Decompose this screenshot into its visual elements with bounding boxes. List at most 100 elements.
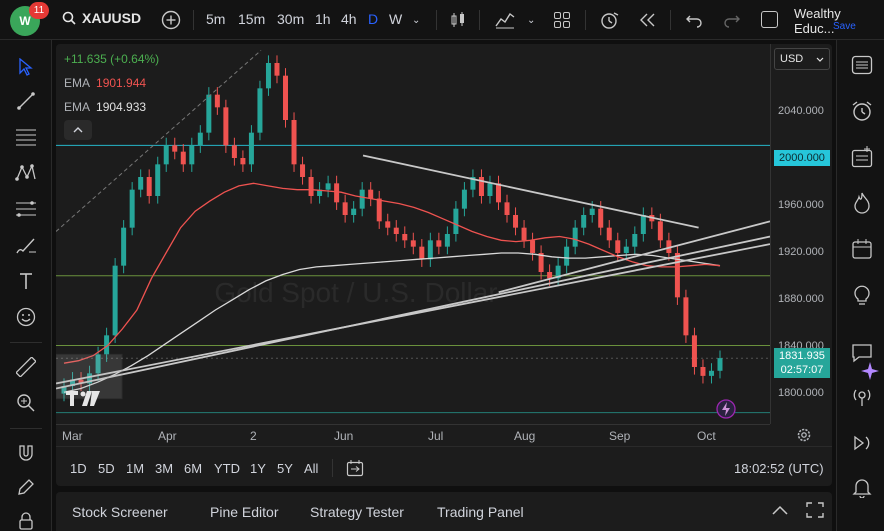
panel-collapse-button[interactable] xyxy=(772,502,788,519)
trendline-tool[interactable] xyxy=(13,88,39,114)
range-1m-button[interactable]: 1M xyxy=(126,461,145,476)
chart-settings-button[interactable] xyxy=(796,427,812,446)
chat-icon xyxy=(852,344,872,363)
calendar-icon xyxy=(852,239,872,259)
timeframe-30m[interactable]: 30m xyxy=(277,11,305,27)
hotlists-button[interactable] xyxy=(849,190,875,216)
candle-body xyxy=(453,208,459,234)
alert-button[interactable] xyxy=(598,9,620,31)
goto-date-button[interactable] xyxy=(346,459,364,482)
brush-tool[interactable] xyxy=(13,232,39,258)
candle-body xyxy=(70,379,76,386)
range-3m-button[interactable]: 3M xyxy=(155,461,174,476)
range-5y-button[interactable]: 5Y xyxy=(277,461,293,476)
lock-drawings-tool[interactable] xyxy=(13,474,39,500)
lock-tool[interactable] xyxy=(13,508,39,531)
forecast-icon xyxy=(16,201,36,217)
chart-pane[interactable]: Gold Spot / U.S. Dollar +11.635 (+0.64%)… xyxy=(56,44,832,486)
candle-body xyxy=(359,189,365,209)
indicators-icon xyxy=(495,12,515,29)
save-link[interactable]: Save xyxy=(833,21,856,32)
undo-button[interactable] xyxy=(683,9,705,31)
legend-collapse-button[interactable] xyxy=(64,120,92,140)
tab-pine-editor[interactable]: Pine Editor xyxy=(210,504,279,520)
chat-button[interactable] xyxy=(849,340,875,366)
right-sidebar xyxy=(836,40,884,531)
prediction-tool[interactable] xyxy=(13,196,39,222)
layouts-button[interactable] xyxy=(551,9,573,31)
currency-select[interactable]: USD xyxy=(774,48,830,70)
alarm-clock-icon xyxy=(601,12,619,29)
timeframe-1h[interactable]: 1h xyxy=(315,11,331,27)
candle-body xyxy=(538,253,544,272)
candle-body xyxy=(180,151,186,165)
symbol-search[interactable]: XAUUSD xyxy=(62,10,141,26)
panel-maximize-button[interactable] xyxy=(806,502,824,522)
indicators-chevron-icon[interactable]: ⌄ xyxy=(527,15,536,26)
timeframe-5m[interactable]: 5m xyxy=(206,11,226,27)
tab-strategy-tester[interactable]: Strategy Tester xyxy=(310,504,404,520)
ema-legend-fast[interactable]: EMA 1901.944 xyxy=(64,76,146,90)
fib-tool[interactable] xyxy=(13,124,39,150)
ema-legend-slow[interactable]: EMA 1904.933 xyxy=(64,100,146,114)
candle-body xyxy=(257,88,263,133)
redo-button[interactable] xyxy=(721,9,743,31)
candle-body xyxy=(61,386,67,394)
time-tick: Mar xyxy=(62,429,83,443)
candle-body xyxy=(325,183,331,190)
layout-select-checkbox[interactable] xyxy=(761,11,778,28)
timeframe-d[interactable]: D xyxy=(368,11,379,27)
price-tick: 1920.000 xyxy=(778,246,824,258)
timeframe-w[interactable]: W xyxy=(389,11,403,27)
range-ytd-button[interactable]: YTD xyxy=(214,461,240,476)
magnet-icon xyxy=(19,445,33,461)
utc-clock[interactable]: 18:02:52 (UTC) xyxy=(734,461,824,476)
streams-button[interactable] xyxy=(849,430,875,456)
layout-name[interactable]: Wealthy Educ... xyxy=(794,6,841,36)
cursor-tool[interactable] xyxy=(13,54,39,80)
candle-body xyxy=(674,253,680,298)
zoom-tool[interactable] xyxy=(13,390,39,416)
candle-body xyxy=(478,177,484,196)
tradingview-logo[interactable] xyxy=(66,390,100,413)
timeframe-4h[interactable]: 4h xyxy=(341,11,357,27)
range-1d-button[interactable]: 1D xyxy=(70,461,87,476)
compare-add-button[interactable] xyxy=(160,9,182,31)
timeframe-15m[interactable]: 15m xyxy=(238,11,266,27)
alerts-panel-button[interactable] xyxy=(849,98,875,124)
broadcast-button[interactable] xyxy=(849,384,875,410)
alarm-clock-icon xyxy=(852,101,872,121)
magnet-tool[interactable] xyxy=(13,440,39,466)
trendline xyxy=(498,220,770,294)
notifications-button[interactable] xyxy=(849,474,875,500)
ideas-button[interactable] xyxy=(849,282,875,308)
range-all-button[interactable]: All xyxy=(304,461,319,476)
time-axis[interactable]: Mar Apr 2 Jun Jul Aug Sep Oct xyxy=(56,424,770,446)
time-tick: 2 xyxy=(250,429,257,443)
replay-button[interactable] xyxy=(637,9,659,31)
timeframe-dropdown-chevron-icon[interactable]: ⌄ xyxy=(412,15,421,26)
candle-body xyxy=(317,189,323,196)
candle-body xyxy=(376,198,382,222)
tab-trading-panel[interactable]: Trading Panel xyxy=(437,504,524,520)
price-chart[interactable]: Gold Spot / U.S. Dollar xyxy=(56,44,770,424)
candle-body xyxy=(163,145,169,165)
candle-type-button[interactable] xyxy=(447,9,469,31)
range-5d-button[interactable]: 5D xyxy=(98,461,115,476)
indicators-button[interactable] xyxy=(494,9,516,31)
watchlist-button[interactable] xyxy=(849,52,875,78)
ai-assistant-button[interactable] xyxy=(857,358,883,384)
tab-stock-screener[interactable]: Stock Screener xyxy=(72,504,168,520)
current-price-label: 1831.935 02:57:07 xyxy=(774,348,830,378)
pattern-tool[interactable] xyxy=(13,160,39,186)
data-window-button[interactable] xyxy=(849,144,875,170)
icon-tool[interactable] xyxy=(13,304,39,330)
calendar-button[interactable] xyxy=(849,236,875,262)
cursor-arrow-icon xyxy=(19,58,33,76)
lightning-badge[interactable] xyxy=(716,399,736,424)
candle-body xyxy=(598,208,604,228)
text-tool[interactable] xyxy=(13,268,39,294)
measure-tool[interactable] xyxy=(13,354,39,380)
range-6m-button[interactable]: 6M xyxy=(184,461,203,476)
range-1y-button[interactable]: 1Y xyxy=(250,461,266,476)
